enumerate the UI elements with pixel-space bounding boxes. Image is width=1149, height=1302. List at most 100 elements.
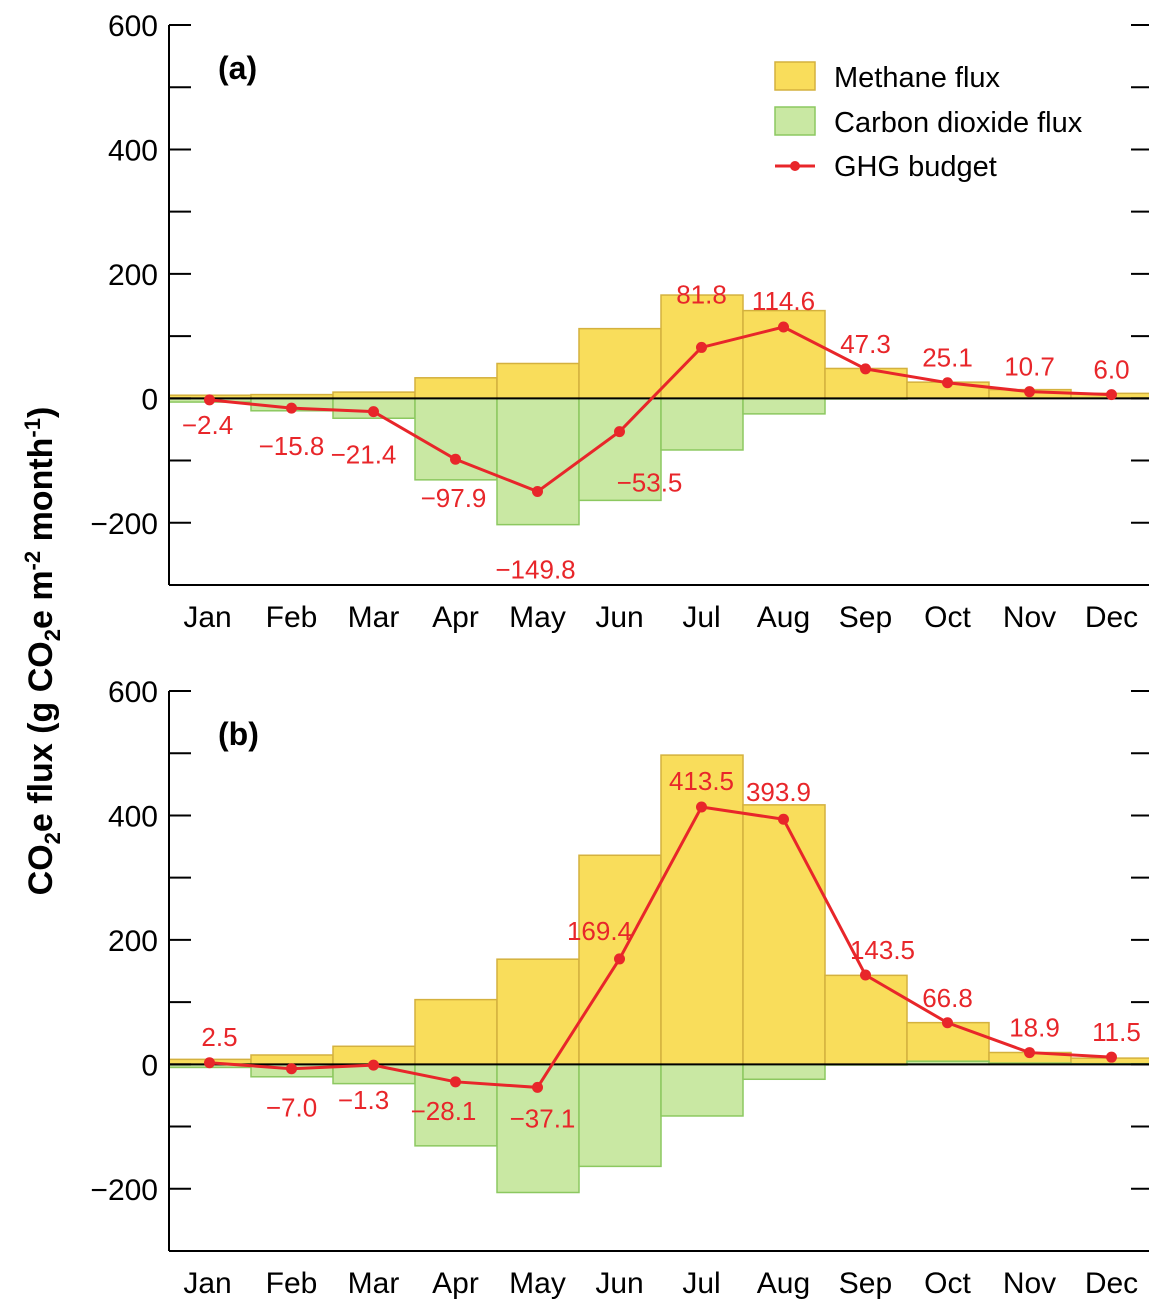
ghg-budget-line <box>209 805 1112 1089</box>
x-tick-label: Dec <box>1085 1267 1138 1300</box>
y-tick-label: 600 <box>108 10 158 43</box>
x-tick-label: Jan <box>183 601 231 634</box>
x-tick-label: Jun <box>595 1267 643 1300</box>
x-tick-label: Nov <box>1003 601 1056 634</box>
co2-bar <box>660 397 744 451</box>
ghg-value-label: −7.0 <box>266 1093 317 1123</box>
ghg-point <box>286 402 297 414</box>
ghg-value-label: 169.4 <box>567 916 632 946</box>
methane-bar <box>414 377 498 400</box>
y-tick-label: 400 <box>108 800 158 833</box>
x-tick-label: Jan <box>183 1267 231 1300</box>
ghg-value-label: 18.9 <box>1009 1013 1060 1043</box>
ghg-point <box>942 1017 953 1029</box>
legend-label-co2: Carbon dioxide flux <box>834 107 1083 139</box>
methane-bar <box>414 998 498 1066</box>
ghg-point <box>942 377 953 389</box>
ghg-value-label: −15.8 <box>259 431 325 461</box>
ghg-point <box>204 394 215 406</box>
x-tick-label: Mar <box>348 1267 400 1300</box>
methane-bar <box>578 854 662 1066</box>
y-tick-label: 400 <box>108 134 158 167</box>
methane-bar <box>906 1021 990 1066</box>
ghg-value-label: 393.9 <box>746 777 811 807</box>
x-tick-label: Feb <box>266 601 318 634</box>
ghg-point <box>696 801 707 813</box>
ghg-value-label: −97.9 <box>421 483 487 513</box>
panel-a: −200 0 200 400 600 Jan Feb Mar Apr May Jun Jul Aug Se… <box>90 10 1149 634</box>
ghg-value-label: 25.1 <box>922 343 973 373</box>
panel-label: (b) <box>218 716 259 752</box>
ghg-point <box>1024 386 1035 398</box>
legend-label-methane: Methane flux <box>834 62 1001 94</box>
ghg-value-label: 143.5 <box>850 935 915 965</box>
co2-bar <box>660 1063 744 1117</box>
x-tick-label: Feb <box>266 1267 318 1300</box>
ghg-value-label: 413.5 <box>669 766 734 796</box>
y-tick-label: −200 <box>90 508 158 541</box>
co2-bar <box>578 397 662 502</box>
co2-bar <box>496 397 580 526</box>
ghg-point <box>696 341 707 353</box>
ghg-point <box>614 953 625 965</box>
methane-bar <box>496 362 580 400</box>
y-tick-label: −200 <box>90 1174 158 1207</box>
x-tick-label: May <box>509 601 566 634</box>
methane-bar <box>496 958 580 1066</box>
x-tick-label: Nov <box>1003 1267 1056 1300</box>
y-tick-label: 0 <box>141 1049 158 1082</box>
ghg-value-label: −53.5 <box>617 468 683 498</box>
ghg-point <box>1106 389 1117 401</box>
ghg-value-label: 81.8 <box>676 279 727 309</box>
ghg-point <box>532 486 543 498</box>
ghg-point <box>778 813 789 825</box>
panel-label: (a) <box>218 50 257 86</box>
methane-bar <box>742 804 826 1066</box>
x-tick-label: Jul <box>682 1267 720 1300</box>
y-axis-label: CO2e flux (g CO2e m-2 month-1) <box>20 407 65 896</box>
ghg-value-label: 47.3 <box>840 329 891 359</box>
ghg-point <box>1024 1047 1035 1059</box>
x-tick-label: Oct <box>924 601 971 634</box>
ghg-value-label: 66.8 <box>922 983 973 1013</box>
ghg-point <box>286 1063 297 1075</box>
ghg-point <box>860 969 871 981</box>
y-tick-label: 200 <box>108 259 158 292</box>
legend-swatch-co2 <box>774 106 816 136</box>
co2-bar <box>742 397 826 415</box>
legend-marker-ghg <box>790 161 800 171</box>
ghg-value-label: −21.4 <box>331 440 397 470</box>
methane-bar <box>660 754 744 1066</box>
ghg-value-label: 2.5 <box>201 1022 237 1052</box>
ghg-value-label: −1.3 <box>338 1085 389 1115</box>
ghg-point <box>450 453 461 465</box>
x-tick-label: Aug <box>757 1267 810 1300</box>
ghg-point <box>450 1076 461 1088</box>
x-tick-label: May <box>509 1267 566 1300</box>
legend-label-ghg: GHG budget <box>834 151 997 183</box>
methane-bar <box>824 974 908 1066</box>
ghg-point <box>204 1057 215 1069</box>
ghg-value-label: 114.6 <box>752 286 815 316</box>
x-tick-label: Mar <box>348 601 400 634</box>
ghg-budget-line <box>209 325 1112 494</box>
ghg-value-label: −28.1 <box>411 1096 477 1126</box>
legend-swatch-methane <box>774 61 816 91</box>
x-tick-label: Jun <box>595 601 643 634</box>
co2-bar <box>578 1063 662 1168</box>
co2-bar <box>414 397 498 481</box>
ghg-value-label: −2.4 <box>182 410 233 440</box>
co2-bar <box>742 1063 826 1081</box>
x-tick-label: Apr <box>432 1267 479 1300</box>
ghg-value-label: −149.8 <box>495 555 575 585</box>
ghg-point <box>778 321 789 333</box>
ghg-point <box>860 363 871 375</box>
ghg-point <box>368 406 379 418</box>
x-tick-label: Oct <box>924 1267 971 1300</box>
x-tick-label: Jul <box>682 601 720 634</box>
ghg-value-label: −37.1 <box>510 1103 576 1133</box>
methane-bar <box>250 1054 334 1066</box>
y-tick-label: 200 <box>108 925 158 958</box>
x-tick-label: Sep <box>839 601 892 634</box>
